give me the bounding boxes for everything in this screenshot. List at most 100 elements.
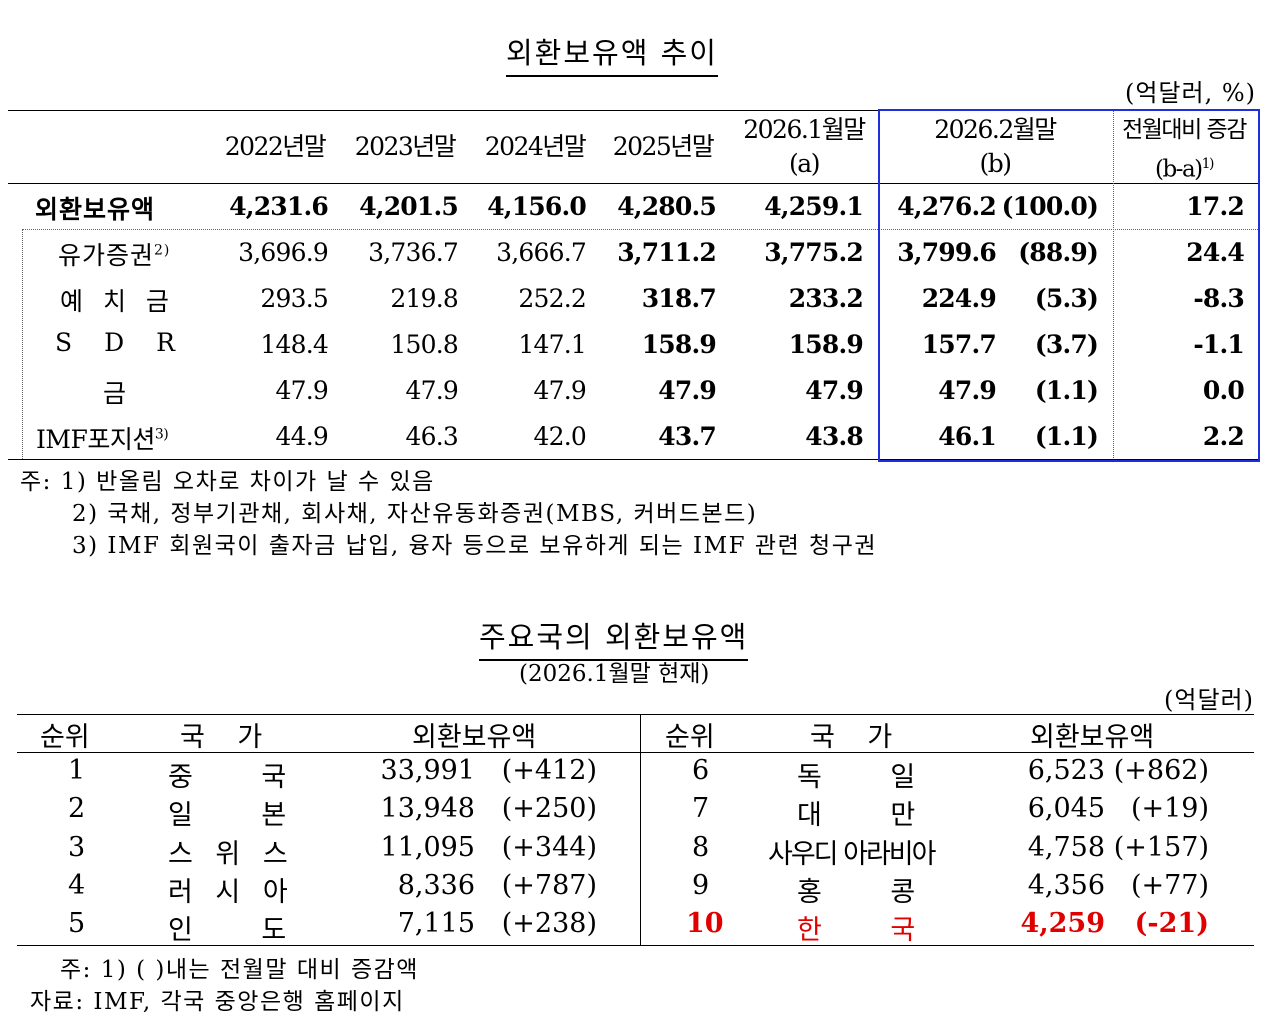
cell-imf-2024: 42.0 [533, 422, 587, 451]
country-india: 인 도 [168, 915, 287, 946]
cell-total-share: (100.0) [1001, 192, 1099, 221]
table1-top-rule [8, 110, 1260, 111]
country-switzerland: 스 위 스 [168, 839, 288, 870]
rank-2: 2 [68, 793, 86, 824]
country-korea: 한 국 [797, 915, 916, 946]
country-japan: 일 본 [168, 800, 287, 831]
cell-total-2025: 4,280.5 [617, 192, 717, 221]
row-label-securities: 유가증권2) [58, 241, 171, 270]
rank-3: 3 [68, 832, 86, 863]
cell-imf-2022: 44.9 [275, 422, 329, 451]
table2-unit: (억달러) [1164, 686, 1254, 714]
cell-securities-2024: 3,666.7 [496, 238, 587, 267]
change-korea: (-21) [1134, 908, 1209, 939]
rank-1: 1 [68, 755, 86, 786]
cell-sdr-change: -1.1 [1193, 330, 1244, 359]
cell-total-change: 17.2 [1186, 192, 1245, 221]
table1-unit: (억달러, %) [1124, 79, 1256, 107]
cell-deposits-2023: 219.8 [390, 284, 458, 313]
col-header-2026-feb: 2026.2월말 (b) [910, 113, 1080, 181]
cell-gold-2022: 47.9 [275, 376, 329, 405]
table1-change-divider [1113, 111, 1114, 458]
change-china: (+412) [501, 755, 597, 786]
table1-note-2: 2) 국채, 정부기관채, 회사채, 자산유동화증권(MBS, 커버드본드) [72, 501, 758, 527]
cell-sdr-2025: 158.9 [641, 330, 717, 359]
cell-securities-2023: 3,736.7 [368, 238, 459, 267]
highlight-box [878, 109, 1260, 462]
table2-note-1: 주: 1) ( )내는 전월말 대비 증감액 [60, 957, 419, 983]
rank-10: 10 [686, 908, 724, 939]
table2-title: 주요국의 외환보유액 [479, 614, 749, 661]
cell-imf-change: 2.2 [1202, 422, 1245, 451]
cell-gold-2024: 47.9 [533, 376, 587, 405]
cell-total-2023: 4,201.5 [359, 192, 459, 221]
col-header-2026-jan-line1: 2026.1월말 [743, 115, 866, 144]
reserves-header-right: 외환보유액 [1030, 722, 1155, 753]
cell-sdr-2024: 147.1 [518, 330, 586, 359]
cell-total-2022: 4,231.6 [229, 192, 329, 221]
change-switzerland: (+344) [501, 832, 597, 863]
value-russia: 8,336 [397, 870, 475, 901]
cell-gold-share: (1.1) [1034, 376, 1099, 405]
row-label-gold: 금 [103, 379, 128, 408]
cell-sdr-2026-jan: 158.9 [788, 330, 864, 359]
change-japan: (+250) [501, 793, 597, 824]
value-korea: 4,259 [1020, 908, 1105, 939]
cell-deposits-share: (5.3) [1034, 284, 1099, 313]
table2-subtitle: (2026.1월말 현재) [519, 661, 710, 687]
value-hong-kong: 4,356 [1027, 870, 1105, 901]
cell-imf-2023: 46.3 [405, 422, 459, 451]
table1-note-1: 주: 1) 반올림 오차로 차이가 날 수 있음 [20, 469, 435, 495]
cell-gold-2026-feb: 47.9 [938, 376, 997, 405]
row-label-total: 외환보유액 [35, 195, 156, 224]
change-saudi-arabia: (+157) [1113, 832, 1209, 863]
country-saudi-arabia: 사우디 아라비아 [768, 839, 936, 870]
cell-deposits-2025: 318.7 [641, 284, 717, 313]
cell-securities-2026-jan: 3,775.2 [764, 238, 864, 267]
change-germany: (+862) [1113, 755, 1209, 786]
change-taiwan: (+19) [1130, 793, 1209, 824]
cell-deposits-2026-feb: 224.9 [921, 284, 997, 313]
col-header-2026-jan-line2: (a) [789, 149, 820, 178]
cell-imf-2026-feb: 46.1 [938, 422, 997, 451]
rank-5: 5 [68, 908, 86, 939]
change-hong-kong: (+77) [1130, 870, 1209, 901]
cell-deposits-change: -8.3 [1193, 284, 1244, 313]
country-header-left: 국 가 [180, 722, 263, 753]
cell-deposits-2022: 293.5 [260, 284, 328, 313]
change-russia: (+787) [501, 870, 597, 901]
value-taiwan: 6,045 [1027, 793, 1105, 824]
col-header-2022: 2022년말 [224, 132, 327, 161]
table1-note-3: 3) IMF 회원국이 출자금 납입, 융자 등으로 보유하게 되는 IMF 관… [72, 533, 878, 559]
table1-title: 외환보유액 추이 [506, 30, 718, 77]
col-header-2025: 2025년말 [612, 132, 715, 161]
cell-total-2026-jan: 4,259.1 [764, 192, 864, 221]
cell-gold-2026-jan: 47.9 [805, 376, 864, 405]
value-india: 7,115 [397, 908, 475, 939]
rank-9: 9 [692, 870, 710, 901]
cell-gold-2023: 47.9 [405, 376, 459, 405]
country-hong-kong: 홍 콩 [797, 877, 916, 908]
cell-total-2024: 4,156.0 [487, 192, 587, 221]
cell-securities-2026-feb: 3,799.6 [897, 238, 997, 267]
rank-header-left: 순위 [40, 722, 90, 753]
col-header-2026-feb-line1: 2026.2월말 [934, 115, 1057, 144]
row-label-deposits: 예 치 금 [60, 287, 175, 316]
country-taiwan: 대 만 [797, 800, 916, 831]
table1-total-rule [22, 229, 1258, 230]
cell-sdr-share: (3.7) [1034, 330, 1099, 359]
cell-securities-2022: 3,696.9 [238, 238, 329, 267]
col-header-2026-jan: 2026.1월말 (a) [732, 113, 876, 181]
cell-gold-2025: 47.9 [658, 376, 717, 405]
rank-6: 6 [692, 755, 710, 786]
cell-deposits-2024: 252.2 [518, 284, 586, 313]
table1-sub-divider [22, 229, 23, 459]
col-header-change-line1: 전월대비 증감 [1122, 117, 1247, 143]
col-header-change: 전월대비 증감 (b-a)1) [1114, 113, 1254, 187]
reserves-header-left: 외환보유액 [412, 722, 537, 753]
country-china: 중 국 [168, 762, 287, 793]
table1-header-rule [8, 183, 1260, 184]
cell-total-2026-feb: 4,276.2 [897, 192, 997, 221]
country-header-right: 국 가 [810, 722, 893, 753]
country-germany: 독 일 [797, 762, 916, 793]
